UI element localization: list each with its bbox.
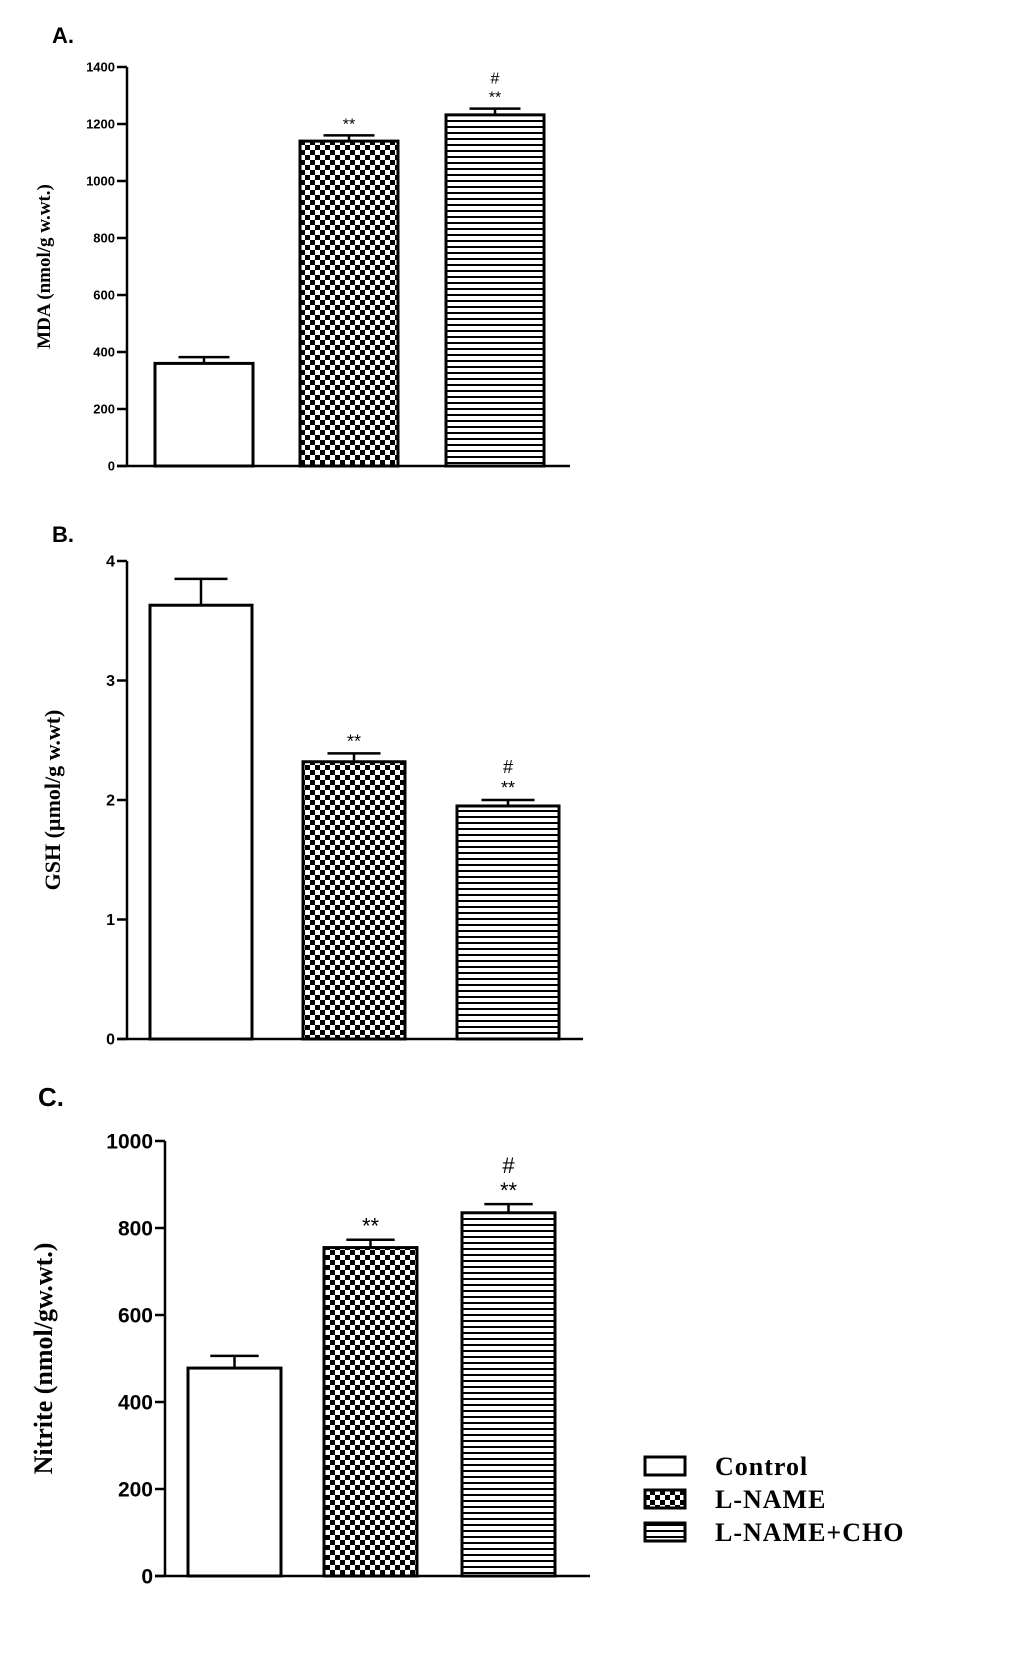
- legend-item-2: L-NAME: [643, 1485, 826, 1514]
- legend: Control L-NAME L-NAME+CHO: [643, 1452, 904, 1547]
- bar-2: [301, 760, 407, 1041]
- y-tick-label: 800: [118, 1217, 153, 1240]
- y-axis-label: MDA (nmol/g w.wt.): [34, 184, 55, 349]
- y-tick-label: 200: [118, 1478, 153, 1501]
- y-tick-label: 0: [106, 1032, 115, 1049]
- y-tick-label: 600: [93, 288, 115, 303]
- legend-swatch: [643, 1521, 687, 1543]
- bar-2: [322, 1246, 419, 1578]
- bar-1: [186, 1366, 283, 1578]
- bar-1: [153, 361, 255, 468]
- y-tick-label: 1000: [86, 174, 115, 189]
- bar-3: [444, 113, 546, 468]
- significance-marker: **: [347, 731, 361, 751]
- significance-marker: #: [502, 1153, 515, 1178]
- y-tick-label: 4: [106, 554, 115, 571]
- y-tick-label: 400: [118, 1391, 153, 1414]
- y-tick-label: 2: [106, 793, 115, 810]
- bar-1: [148, 603, 254, 1041]
- bar-3: [460, 1211, 557, 1578]
- y-tick-label: 400: [93, 345, 115, 360]
- legend-label: L-NAME: [715, 1485, 826, 1514]
- significance-marker: #: [491, 71, 500, 88]
- y-axis-label: Nitrite (nmol/gw.wt.): [29, 1243, 58, 1475]
- y-tick-label: 1400: [86, 60, 115, 75]
- legend-item-1: Control: [643, 1452, 808, 1481]
- legend-label: Control: [715, 1452, 808, 1481]
- panel-label: B.: [52, 522, 74, 547]
- y-tick-label: 1200: [86, 117, 115, 132]
- bar-3: [455, 804, 561, 1041]
- chart-panel-3: C. 0 200 400 600 800 1000 Nitrite (nmol/gw.wt.)…: [29, 1082, 590, 1588]
- y-tick-label: 1000: [106, 1130, 153, 1153]
- significance-marker: **: [343, 116, 355, 133]
- y-axis-label: GSH (µmol/g w.wt): [40, 710, 65, 891]
- legend-item-3: L-NAME+CHO: [643, 1518, 904, 1547]
- y-tick-label: 800: [93, 231, 115, 246]
- significance-marker: **: [362, 1214, 380, 1239]
- legend-swatch: [643, 1488, 687, 1510]
- chart-panel-1: A. 0 200 400 600 800 1000 1200 1400 MDA (nmol/g w…: [34, 23, 570, 474]
- significance-marker: #: [503, 757, 513, 777]
- panel-label: A.: [52, 23, 74, 48]
- panel-label: C.: [38, 1082, 64, 1112]
- significance-marker: **: [501, 778, 515, 798]
- legend-label: L-NAME+CHO: [715, 1518, 904, 1547]
- y-tick-label: 3: [106, 673, 115, 690]
- y-tick-label: 0: [108, 459, 115, 474]
- y-tick-label: 600: [118, 1304, 153, 1327]
- legend-swatch: [643, 1455, 687, 1477]
- bar-2: [298, 139, 400, 468]
- y-tick-label: 1: [106, 912, 115, 929]
- significance-marker: **: [500, 1178, 518, 1203]
- significance-marker: **: [489, 90, 501, 107]
- y-tick-label: 0: [141, 1565, 153, 1588]
- y-tick-label: 200: [93, 402, 115, 417]
